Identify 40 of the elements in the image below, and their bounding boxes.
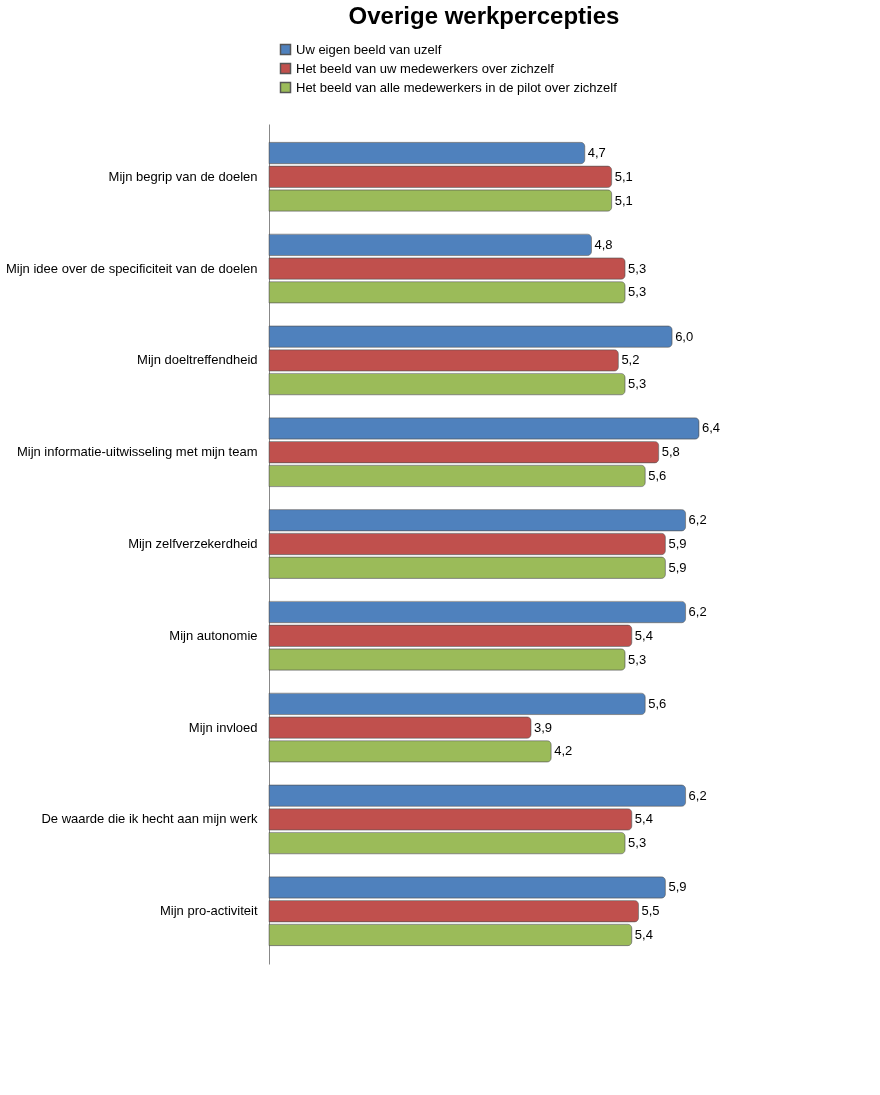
- data-label: 4,8: [594, 236, 613, 252]
- y-tick-label: Mijn pro-activiteit: [159, 903, 258, 919]
- data-label: 5,9: [668, 536, 687, 551]
- legend-label: Het beeld van uw medewerkers over zichzelf: [296, 60, 555, 76]
- data-label: 5,6: [648, 467, 667, 483]
- data-label: 4,7: [587, 145, 606, 161]
- data-label: 4,2: [554, 743, 573, 759]
- data-label: 5,4: [634, 926, 653, 942]
- y-tick-label: Mijn autonomie: [169, 627, 258, 643]
- y-tick-label: Mijn idee over de specificiteit van de doelen: [6, 260, 258, 276]
- data-label: 5,4: [634, 627, 653, 643]
- data-label: 6,2: [688, 512, 707, 528]
- data-label: 6,2: [688, 787, 707, 803]
- data-label: 3,9: [534, 719, 553, 735]
- chart-title: Overige werkpercepties: [348, 2, 620, 29]
- data-label: 5,6: [648, 695, 667, 711]
- data-label: 5,8: [661, 444, 680, 460]
- data-label: 5,3: [628, 651, 647, 667]
- data-label: 5,3: [628, 260, 647, 276]
- data-label: 5,9: [668, 879, 687, 895]
- data-label: 6,2: [688, 604, 707, 620]
- data-label: 5,5: [641, 903, 660, 919]
- y-tick-label: Mijn doeltreffendheid: [137, 352, 258, 368]
- data-label: 5,3: [628, 835, 647, 851]
- y-tick-label: Mijn informatie-uitwisseling met mijn team: [16, 444, 258, 460]
- data-label: 5,3: [628, 284, 647, 300]
- data-label: 5,1: [614, 168, 633, 184]
- y-tick-label: Mijn zelfverzekerdheid: [128, 536, 258, 551]
- data-label: 5,9: [668, 559, 687, 575]
- data-label: 6,0: [675, 328, 694, 344]
- data-label: 5,3: [628, 376, 647, 392]
- y-tick-label: Mijn invloed: [188, 719, 258, 735]
- data-label: 5,2: [621, 352, 640, 368]
- y-tick-label: Mijn begrip van de doelen: [108, 168, 258, 184]
- data-label: 6,4: [702, 420, 721, 436]
- data-label: 5,1: [614, 192, 633, 208]
- y-tick-label: De waarde die ik hecht aan mijn werk: [41, 811, 258, 827]
- data-label: 5,4: [634, 811, 653, 827]
- legend-label: Het beeld van alle medewerkers in de pilot over zichzelf: [296, 79, 618, 95]
- legend-label: Uw eigen beeld van uzelf: [296, 41, 442, 57]
